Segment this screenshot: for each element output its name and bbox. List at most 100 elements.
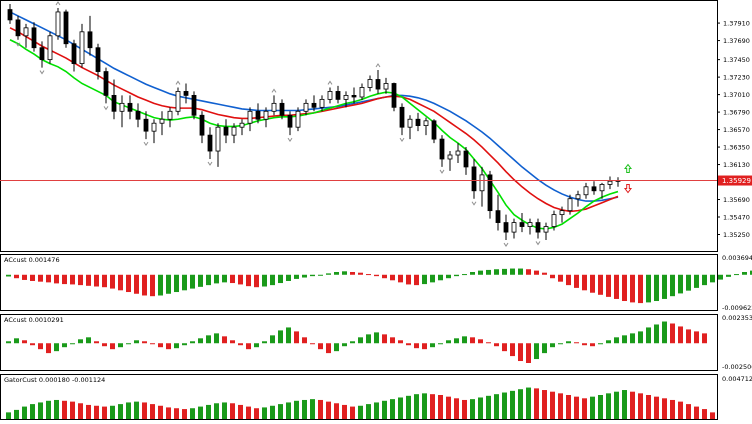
candle-body [296,111,300,127]
histogram-bar [230,275,235,283]
histogram-bar [662,322,667,344]
candle-body [384,83,388,89]
histogram-bar [470,272,475,275]
histogram-bar [54,400,59,419]
candle-body [456,151,460,155]
histogram-bar [286,402,291,419]
histogram-bar [382,275,387,278]
candle-body [352,95,356,97]
price-tick-label: 1.36130 [723,161,750,169]
histogram-bar [102,343,107,346]
price-tick-label: 1.37910 [723,20,750,28]
histogram-bar [486,270,491,275]
histogram-bar [718,275,723,280]
histogram-bar [246,407,251,419]
candle-body [496,211,500,223]
histogram-bar [78,275,83,285]
histogram-bar [558,393,563,419]
histogram-bar [110,343,115,349]
histogram-bar [118,404,123,419]
histogram-bar [174,275,179,292]
price-scale[interactable]: 1.379101.376901.374501.372301.370101.367… [717,20,750,239]
histogram-bar [446,275,451,278]
candle-body [520,223,524,227]
histogram-bar [86,275,91,286]
candle-body [200,115,204,135]
candle-body [280,103,284,115]
histogram-bar [94,406,99,419]
histogram-bar [182,343,187,345]
histogram-bar [142,341,147,343]
ac-indicator-panel-2[interactable]: ACcust 0.0010291 0.0023537 -0.0025062 [1,314,752,371]
histogram-bar [78,339,83,343]
candle-body [216,127,220,151]
histogram-bar [558,275,563,282]
histogram-bar [158,343,163,347]
histogram-bar [398,275,403,283]
histogram-bar [134,340,139,343]
histogram-bar [542,273,547,275]
histogram-bar [326,273,331,274]
histogram-bar [406,275,411,285]
histogram-bar [438,275,443,281]
candle-body [208,135,212,151]
histogram-bar [390,275,395,281]
candle-body [320,99,324,107]
histogram-bar [22,407,27,419]
histogram-bar [702,333,707,343]
histogram-bar [254,275,259,287]
candle-body [600,184,604,190]
histogram-bar [486,342,491,343]
candle-body [464,151,468,167]
histogram-bar [710,412,715,419]
histogram-bar [430,394,435,419]
histogram-bar [222,402,227,419]
histogram-bar [646,327,651,343]
histogram-bar [262,341,267,343]
price-tick-label: 1.35470 [723,214,750,222]
histogram-bar [350,272,355,275]
candle-body [408,119,412,127]
histogram-bar [598,275,603,295]
histogram-bar [62,275,67,284]
histogram-bar [702,409,707,419]
histogram-bar [382,401,387,419]
histogram-bar [662,275,667,299]
histogram-bar [14,410,19,419]
ac-indicator-panel-1[interactable]: ACcust 0.001476 0.003694 -0.009622 [1,254,752,312]
histogram-bar [310,275,315,276]
histogram-bar [22,275,27,280]
histogram-bar [126,402,131,419]
histogram-bar [398,340,403,343]
histogram-bar [382,334,387,343]
histogram-bar [694,407,699,419]
histogram-bar [590,275,595,293]
histogram-bar [566,341,571,343]
histogram-bar [6,341,11,343]
histogram-bar [374,275,379,276]
candle-body [24,28,28,36]
candle-body [440,139,444,159]
histogram-bar [270,335,275,343]
candle-body [424,121,428,126]
histogram-bar [342,271,347,274]
price-panel[interactable] [0,1,718,252]
histogram-bar [294,331,299,343]
histogram-bar [334,403,339,419]
histogram-bar [686,404,691,419]
gator-indicator-panel[interactable]: GatorCust 0.000180 -0.001124 0.004712 [1,375,752,420]
histogram-bar [38,402,43,419]
histogram-bar [6,275,11,277]
histogram-bar [654,397,659,419]
indicator-label-1: ACcust 0.001476 [4,256,60,264]
current-price-text: 1.35929 [722,177,751,185]
histogram-bar [598,395,603,419]
histogram-bar [182,409,187,419]
histogram-bar [726,275,731,277]
indicator-scale-bottom-2: -0.0025062 [722,363,752,371]
candle-body [48,36,52,60]
histogram-bar [70,343,75,344]
price-tick-label: 1.36570 [723,126,750,134]
